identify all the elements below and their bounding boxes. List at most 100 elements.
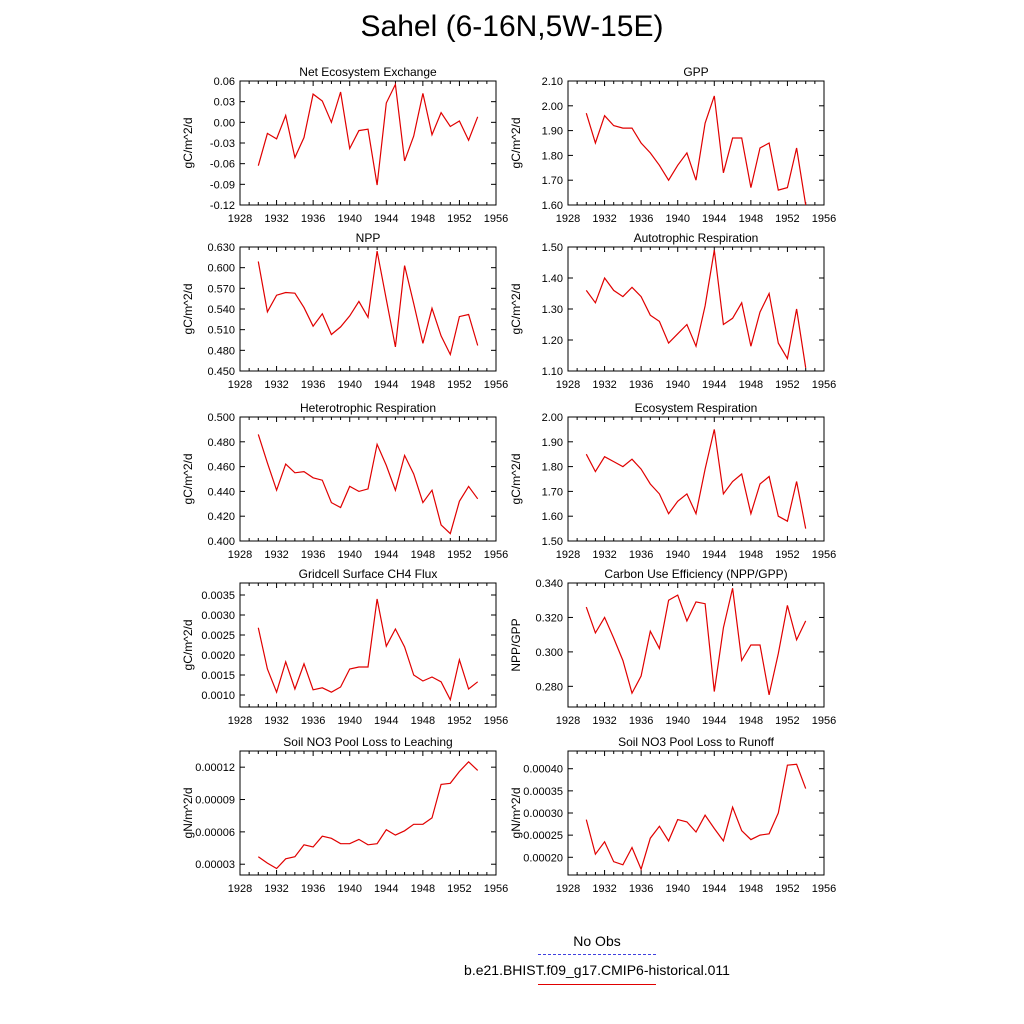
panel-9-xtick-label: 1948 bbox=[411, 883, 435, 895]
panel-7-xtick-label: 1952 bbox=[447, 715, 471, 727]
panel-1-ytick-label: -0.03 bbox=[210, 138, 235, 150]
panel-5-xtick-label: 1940 bbox=[337, 549, 361, 561]
panel-2-xtick-label: 1944 bbox=[702, 213, 726, 225]
panel-6-ytick-label: 2.00 bbox=[542, 412, 563, 424]
panel-3-xtick-label: 1948 bbox=[411, 379, 435, 391]
panel-10-xtick-label: 1948 bbox=[739, 883, 763, 895]
panel-5-xtick-label: 1956 bbox=[484, 549, 508, 561]
panel-2-ytick-label: 1.80 bbox=[542, 150, 563, 162]
panel-10-series-line bbox=[585, 763, 807, 871]
panel-10-title: Soil NO3 Pool Loss to Runoff bbox=[618, 735, 775, 749]
panel-1-ylabel: gC/m^2/d bbox=[181, 118, 195, 169]
panel-4-ytick-label: 1.30 bbox=[542, 304, 563, 316]
panel-9-xtick-label: 1956 bbox=[484, 883, 508, 895]
panel-7-xtick-label: 1956 bbox=[484, 715, 508, 727]
panel-10-xtick-label: 1936 bbox=[629, 883, 653, 895]
panel-9-ytick-label: 0.00003 bbox=[195, 859, 235, 871]
panel-5-ytick-label: 0.480 bbox=[207, 437, 235, 449]
panel-2-xtick-label: 1956 bbox=[812, 213, 836, 225]
panel-8-series-line bbox=[585, 588, 807, 696]
panel-9-ytick-label: 0.00006 bbox=[195, 827, 235, 839]
panel-6-xtick-label: 1928 bbox=[556, 549, 580, 561]
panel-8-xtick-label: 1944 bbox=[702, 715, 726, 727]
panel-2-ytick-label: 1.60 bbox=[542, 200, 563, 212]
panel-10-ytick-label: 0.00020 bbox=[523, 852, 563, 864]
panel-3-ylabel: gC/m^2/d bbox=[181, 284, 195, 335]
panel-6-title: Ecosystem Respiration bbox=[635, 401, 758, 415]
panel-8-ytick-label: 0.320 bbox=[535, 612, 563, 624]
panel-8-ytick-label: 0.280 bbox=[535, 681, 563, 693]
panel-5-ylabel: gC/m^2/d bbox=[181, 454, 195, 505]
panel-2-xtick-label: 1932 bbox=[592, 213, 616, 225]
panel-1-ytick-label: 0.06 bbox=[214, 76, 235, 88]
panel-8-xtick-label: 1932 bbox=[592, 715, 616, 727]
panel-1-xtick-label: 1932 bbox=[264, 213, 288, 225]
panel-4-xtick-label: 1944 bbox=[702, 379, 726, 391]
panel-9-xtick-label: 1928 bbox=[228, 883, 252, 895]
panel-7-ylabel: gC/m^2/d bbox=[181, 620, 195, 671]
panel-6-ytick-label: 1.70 bbox=[542, 486, 563, 498]
panel-6-ylabel: gC/m^2/d bbox=[509, 454, 523, 505]
panel-10-xtick-label: 1928 bbox=[556, 883, 580, 895]
panel-7-ytick-label: 0.0030 bbox=[201, 610, 235, 622]
panel-1-ytick-label: -0.09 bbox=[210, 179, 235, 191]
panel-7-ytick-label: 0.0010 bbox=[201, 690, 235, 702]
panel-7-xtick-label: 1944 bbox=[374, 715, 398, 727]
panel-3-ytick-label: 0.510 bbox=[207, 325, 235, 337]
panel-10-frame bbox=[567, 750, 825, 876]
panel-10-ytick-label: 0.00040 bbox=[523, 764, 563, 776]
panel-7-ytick-label: 0.0025 bbox=[201, 630, 235, 642]
panel-3-frame bbox=[239, 246, 497, 372]
panel-3-ytick-label: 0.630 bbox=[207, 242, 235, 254]
panel-5-ytick-label: 0.500 bbox=[207, 412, 235, 424]
panel-10-ytick-label: 0.00030 bbox=[523, 808, 563, 820]
panel-10-xtick-label: 1932 bbox=[592, 883, 616, 895]
panel-10-xtick-label: 1940 bbox=[665, 883, 689, 895]
panel-2-xtick-label: 1940 bbox=[665, 213, 689, 225]
panel-4-xtick-label: 1928 bbox=[556, 379, 580, 391]
panel-6-xtick-label: 1956 bbox=[812, 549, 836, 561]
panel-9-series-line bbox=[257, 760, 479, 870]
panel-2-title: GPP bbox=[683, 65, 708, 79]
panel-2-ytick-label: 1.90 bbox=[542, 126, 563, 138]
panel-6-xtick-label: 1936 bbox=[629, 549, 653, 561]
panel-8-xtick-label: 1948 bbox=[739, 715, 763, 727]
panel-8-ytick-label: 0.300 bbox=[535, 647, 563, 659]
panel-1-xtick-label: 1944 bbox=[374, 213, 398, 225]
panel-3-xtick-label: 1940 bbox=[337, 379, 361, 391]
panel-5-xtick-label: 1952 bbox=[447, 549, 471, 561]
panel-5-series-line bbox=[257, 434, 479, 535]
panel-7-xtick-label: 1928 bbox=[228, 715, 252, 727]
panel-9-xtick-label: 1940 bbox=[337, 883, 361, 895]
panel-7-xtick-label: 1948 bbox=[411, 715, 435, 727]
panel-10-xtick-label: 1956 bbox=[812, 883, 836, 895]
panel-5-ytick-label: 0.400 bbox=[207, 536, 235, 548]
panel-1-ytick-label: -0.12 bbox=[210, 200, 235, 212]
panel-5-ytick-label: 0.460 bbox=[207, 462, 235, 474]
panel-9-xtick-label: 1952 bbox=[447, 883, 471, 895]
panel-4-title: Autotrophic Respiration bbox=[634, 231, 759, 245]
panel-8-ylabel: NPP/GPP bbox=[509, 618, 523, 671]
panel-8-title: Carbon Use Efficiency (NPP/GPP) bbox=[604, 567, 787, 581]
panel-6-ytick-label: 1.80 bbox=[542, 462, 563, 474]
panel-5-frame bbox=[239, 416, 497, 542]
panel-6-ytick-label: 1.50 bbox=[542, 536, 563, 548]
panel-6-xtick-label: 1948 bbox=[739, 549, 763, 561]
panel-2-ytick-label: 2.00 bbox=[542, 101, 563, 113]
panel-3-ytick-label: 0.570 bbox=[207, 283, 235, 295]
panel-3-series-line bbox=[257, 250, 479, 357]
panel-2-xtick-label: 1928 bbox=[556, 213, 580, 225]
panel-1-ytick-label: 0.00 bbox=[214, 117, 235, 129]
panel-6-ytick-label: 1.60 bbox=[542, 511, 563, 523]
panel-5-xtick-label: 1944 bbox=[374, 549, 398, 561]
panel-8-xtick-label: 1956 bbox=[812, 715, 836, 727]
panel-4-xtick-label: 1932 bbox=[592, 379, 616, 391]
panel-7-series-line bbox=[257, 598, 479, 702]
panel-10-ytick-label: 0.00025 bbox=[523, 830, 563, 842]
panel-1-ytick-label: -0.06 bbox=[210, 159, 235, 171]
panel-4-xtick-label: 1948 bbox=[739, 379, 763, 391]
panel-5-xtick-label: 1932 bbox=[264, 549, 288, 561]
panel-9-ytick-label: 0.00012 bbox=[195, 762, 235, 774]
panel-5-xtick-label: 1948 bbox=[411, 549, 435, 561]
panel-9-title: Soil NO3 Pool Loss to Leaching bbox=[283, 735, 452, 749]
